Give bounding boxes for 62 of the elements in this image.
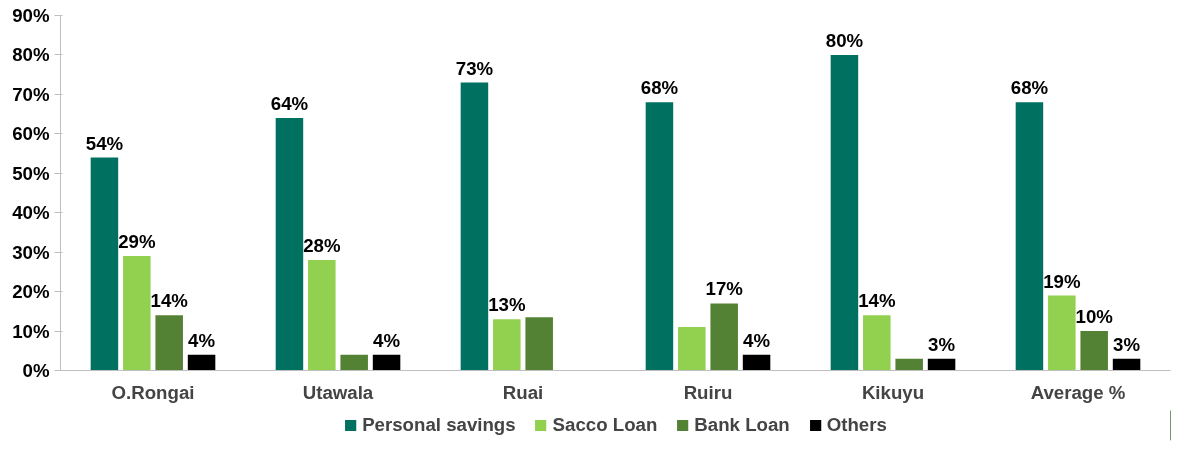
y-tick-label: 70% xyxy=(12,83,50,105)
bar xyxy=(863,315,891,371)
data-label: 4% xyxy=(188,329,216,351)
data-label: 68% xyxy=(1010,77,1049,99)
legend-label: Sacco Loan xyxy=(552,414,658,436)
bar xyxy=(1080,331,1108,371)
data-label: 13% xyxy=(488,294,526,316)
data-label: 14% xyxy=(150,290,189,312)
data-label: 29% xyxy=(118,231,156,253)
bar xyxy=(340,354,368,371)
data-label: 28% xyxy=(303,235,341,257)
legend-label: Others xyxy=(826,414,887,436)
bar xyxy=(1112,358,1141,371)
y-tick-label: 50% xyxy=(12,162,50,184)
x-tick-label: Ruai xyxy=(502,381,544,403)
bar xyxy=(372,354,401,371)
x-tick-label: Ruiru xyxy=(683,381,733,403)
bar xyxy=(187,354,216,371)
bar xyxy=(895,358,923,371)
legend-label: Personal savings xyxy=(362,414,516,436)
data-label: 4% xyxy=(373,329,401,351)
legend-label: Bank Loan xyxy=(694,414,790,436)
x-tick-label: Utawala xyxy=(302,381,374,403)
bar xyxy=(90,157,119,371)
bar xyxy=(493,319,521,371)
data-label: 54% xyxy=(85,132,124,154)
data-label: 17% xyxy=(705,278,744,300)
bar xyxy=(1048,295,1076,371)
x-tick-label: Average % xyxy=(1030,381,1126,403)
bar xyxy=(460,82,489,371)
y-tick-label: 90% xyxy=(12,5,50,26)
data-label: 73% xyxy=(455,57,494,79)
bar xyxy=(710,303,738,371)
y-tick-label: 40% xyxy=(12,202,50,224)
data-label: 64% xyxy=(270,93,309,115)
y-tick-label: 30% xyxy=(12,241,50,263)
data-label: 10% xyxy=(1075,306,1114,328)
data-label: 19% xyxy=(1043,270,1081,292)
bar xyxy=(155,315,183,371)
data-label: 3% xyxy=(928,333,956,355)
data-label: 14% xyxy=(858,290,896,312)
bar xyxy=(308,260,336,371)
bar xyxy=(1015,102,1044,371)
x-tick-label: Kikuyu xyxy=(861,381,925,403)
bar xyxy=(678,327,706,371)
data-label: 4% xyxy=(743,329,771,351)
data-label: 68% xyxy=(640,77,679,99)
y-tick-label: 20% xyxy=(12,281,50,303)
data-label: 3% xyxy=(1113,333,1141,355)
bar xyxy=(645,102,674,371)
bar xyxy=(830,54,859,371)
y-tick-label: 0% xyxy=(22,360,50,381)
bar xyxy=(927,358,956,371)
x-tick-label: O.Rongai xyxy=(111,381,195,403)
bar xyxy=(275,118,304,371)
y-tick-label: 60% xyxy=(12,123,50,145)
data-label: 80% xyxy=(825,29,864,51)
y-tick-label: 80% xyxy=(12,44,50,66)
bar xyxy=(742,354,771,371)
bar xyxy=(525,317,553,371)
bar xyxy=(123,256,151,371)
y-tick-label: 10% xyxy=(12,320,50,342)
